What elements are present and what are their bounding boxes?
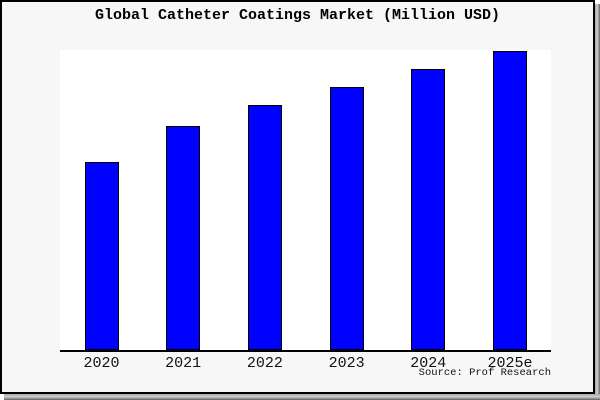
x-tick-label-2023: 2023 — [328, 355, 365, 372]
plot-area — [60, 50, 551, 352]
frame-shadow-bottom — [4, 394, 600, 400]
bar-2023 — [329, 86, 364, 350]
source-credit: Source: Prof Research — [418, 367, 551, 379]
frame-shadow-right — [595, 4, 600, 400]
x-tick-label-2022: 2022 — [246, 355, 283, 372]
bar-2021 — [166, 125, 201, 350]
bar-2020 — [84, 161, 119, 350]
x-tick-label-2025e: 2025e — [487, 355, 533, 372]
bar-2024 — [411, 68, 446, 350]
x-tick-label-2020: 2020 — [83, 355, 120, 372]
x-tick-label-2021: 2021 — [165, 355, 202, 372]
bar-2025e — [493, 51, 527, 350]
bar-2022 — [247, 104, 282, 350]
x-tick-label-2024: 2024 — [410, 355, 447, 372]
x-axis-labels: 2020 2021 2022 2023 2024 2025e — [60, 355, 551, 372]
chart-title: Global Catheter Coatings Market (Million… — [94, 7, 501, 24]
